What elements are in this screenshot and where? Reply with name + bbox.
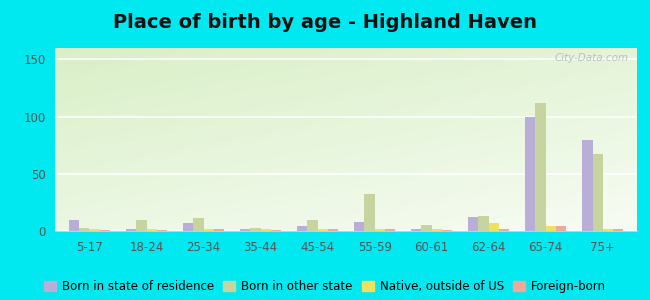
Bar	[214, 229, 224, 231]
Bar	[613, 229, 623, 231]
Bar	[203, 229, 214, 231]
Bar	[297, 226, 307, 231]
Bar	[183, 223, 193, 231]
Bar	[421, 225, 432, 231]
Bar	[271, 230, 281, 231]
Bar	[157, 230, 167, 231]
Bar	[442, 230, 452, 231]
Bar	[307, 220, 318, 231]
Text: City-Data.com: City-Data.com	[554, 52, 629, 63]
Bar	[556, 226, 566, 231]
Bar	[546, 226, 556, 231]
Bar	[126, 229, 136, 231]
Bar	[603, 229, 613, 231]
Bar	[385, 229, 395, 231]
Bar	[240, 229, 250, 231]
Bar	[525, 117, 536, 231]
Bar	[261, 229, 271, 231]
Bar	[536, 103, 546, 231]
Bar	[354, 222, 365, 231]
Bar	[250, 228, 261, 231]
Bar	[489, 223, 499, 231]
Bar	[193, 218, 203, 231]
Bar	[468, 217, 478, 231]
Bar	[99, 230, 110, 231]
Bar	[411, 229, 421, 231]
Bar	[432, 229, 442, 231]
Bar	[328, 229, 338, 231]
Bar	[499, 229, 509, 231]
Bar	[90, 229, 99, 231]
Bar	[79, 228, 90, 231]
Bar	[136, 220, 146, 231]
Bar	[146, 229, 157, 231]
Legend: Born in state of residence, Born in other state, Native, outside of US, Foreign-: Born in state of residence, Born in othe…	[43, 279, 607, 294]
Bar	[593, 154, 603, 231]
Bar	[365, 194, 374, 231]
Bar	[374, 229, 385, 231]
Bar	[582, 140, 593, 231]
Text: Place of birth by age - Highland Haven: Place of birth by age - Highland Haven	[113, 14, 537, 32]
Bar	[69, 220, 79, 231]
Bar	[478, 216, 489, 231]
Bar	[318, 229, 328, 231]
